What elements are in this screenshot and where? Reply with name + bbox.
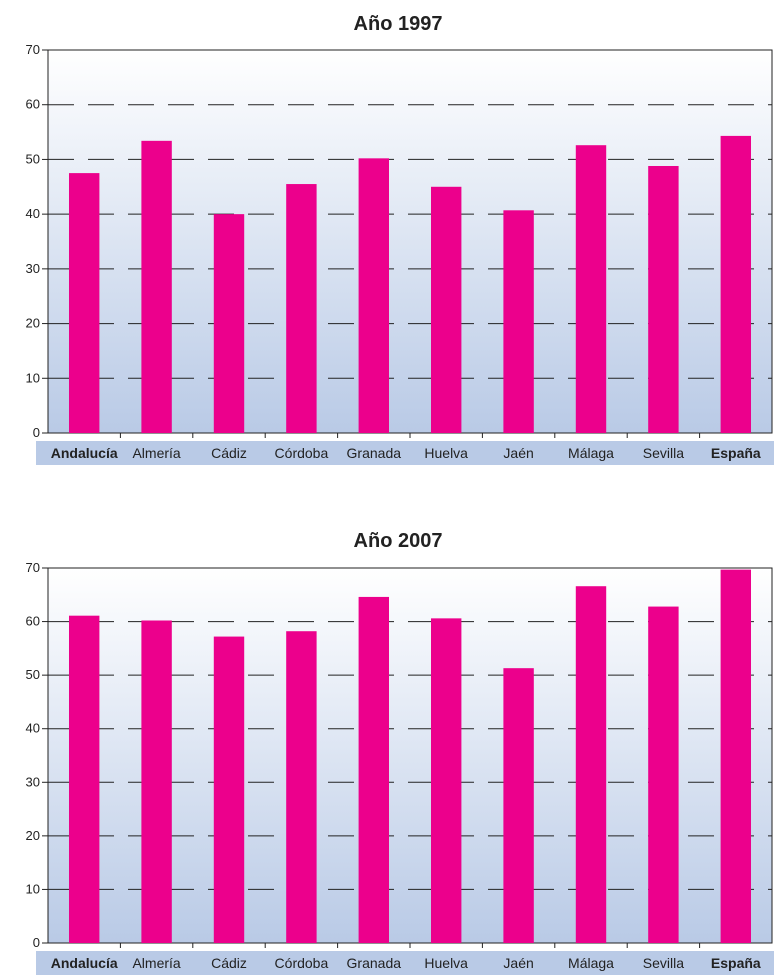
y-tick-labels: 0 10 20 30 40 50 60 70 [26, 42, 48, 440]
y-tick-label: 40 [26, 721, 40, 736]
bar [503, 210, 534, 433]
y-tick-label: 70 [26, 560, 40, 575]
category-label: Andalucía [51, 955, 118, 971]
y-tick-label: 10 [26, 370, 40, 385]
chart-1997: Año 1997 0 10 20 30 40 50 60 70 Andalucía Almerí… [26, 13, 774, 465]
y-tick-label: 10 [26, 881, 40, 896]
bar [648, 165, 679, 433]
category-label: Cádiz [211, 445, 247, 461]
category-label: Málaga [568, 445, 614, 461]
y-tick-label: 70 [26, 42, 40, 57]
y-tick-label: 50 [26, 151, 40, 166]
category-label: Málaga [568, 955, 614, 971]
bar [358, 596, 390, 943]
bar [430, 618, 462, 943]
y-tick-label: 30 [26, 774, 40, 789]
y-tick-label: 60 [26, 97, 40, 112]
bars [68, 569, 752, 943]
bar [575, 145, 607, 433]
category-band [36, 951, 774, 975]
category-labels: Andalucía Almería Cádiz Córdoba Granada Huelv… [51, 955, 761, 971]
bar [648, 606, 679, 943]
category-label: Huelva [424, 445, 468, 461]
y-tick-label: 30 [26, 261, 40, 276]
category-label: Sevilla [643, 955, 684, 971]
bar [141, 140, 172, 433]
category-band [36, 441, 774, 465]
bar [141, 620, 172, 943]
bar [503, 668, 534, 943]
bar [286, 631, 317, 943]
bar [213, 636, 245, 943]
category-label: Huelva [424, 955, 468, 971]
y-tick-label: 0 [33, 425, 40, 440]
bar [68, 615, 100, 943]
category-label: Córdoba [275, 955, 329, 971]
bar [286, 184, 317, 433]
category-label: Almería [132, 955, 180, 971]
chart-title: Año 2007 [354, 530, 443, 552]
chart-2007: Año 2007 0 10 20 30 40 50 60 70 Andalucía Almerí… [26, 530, 774, 975]
bar [430, 186, 462, 433]
y-tick-labels: 0 10 20 30 40 50 60 70 [26, 560, 48, 950]
category-label: Cádiz [211, 955, 247, 971]
category-label: Almería [132, 445, 180, 461]
category-label: Jaén [503, 955, 533, 971]
category-label: España [711, 445, 761, 461]
category-labels: Andalucía Almería Cádiz Córdoba Granada Huelv… [51, 445, 761, 461]
bars [68, 135, 752, 433]
bar [213, 214, 245, 433]
y-tick-label: 20 [26, 828, 40, 843]
chart-title: Año 1997 [354, 13, 443, 35]
y-tick-label: 20 [26, 316, 40, 331]
bar [720, 569, 752, 943]
category-label: Andalucía [51, 445, 118, 461]
y-tick-label: 0 [33, 935, 40, 950]
category-label: Granada [347, 445, 402, 461]
y-tick-label: 60 [26, 614, 40, 629]
y-tick-label: 50 [26, 667, 40, 682]
bar [575, 586, 607, 943]
bar [720, 135, 752, 433]
category-label: Jaén [503, 445, 533, 461]
bar [358, 158, 390, 433]
category-label: Granada [347, 955, 402, 971]
y-tick-label: 40 [26, 206, 40, 221]
x-ticks [119, 433, 701, 438]
category-label: Sevilla [643, 445, 684, 461]
bar [68, 173, 100, 433]
category-label: España [711, 955, 761, 971]
category-label: Córdoba [275, 445, 329, 461]
x-ticks [119, 943, 701, 948]
